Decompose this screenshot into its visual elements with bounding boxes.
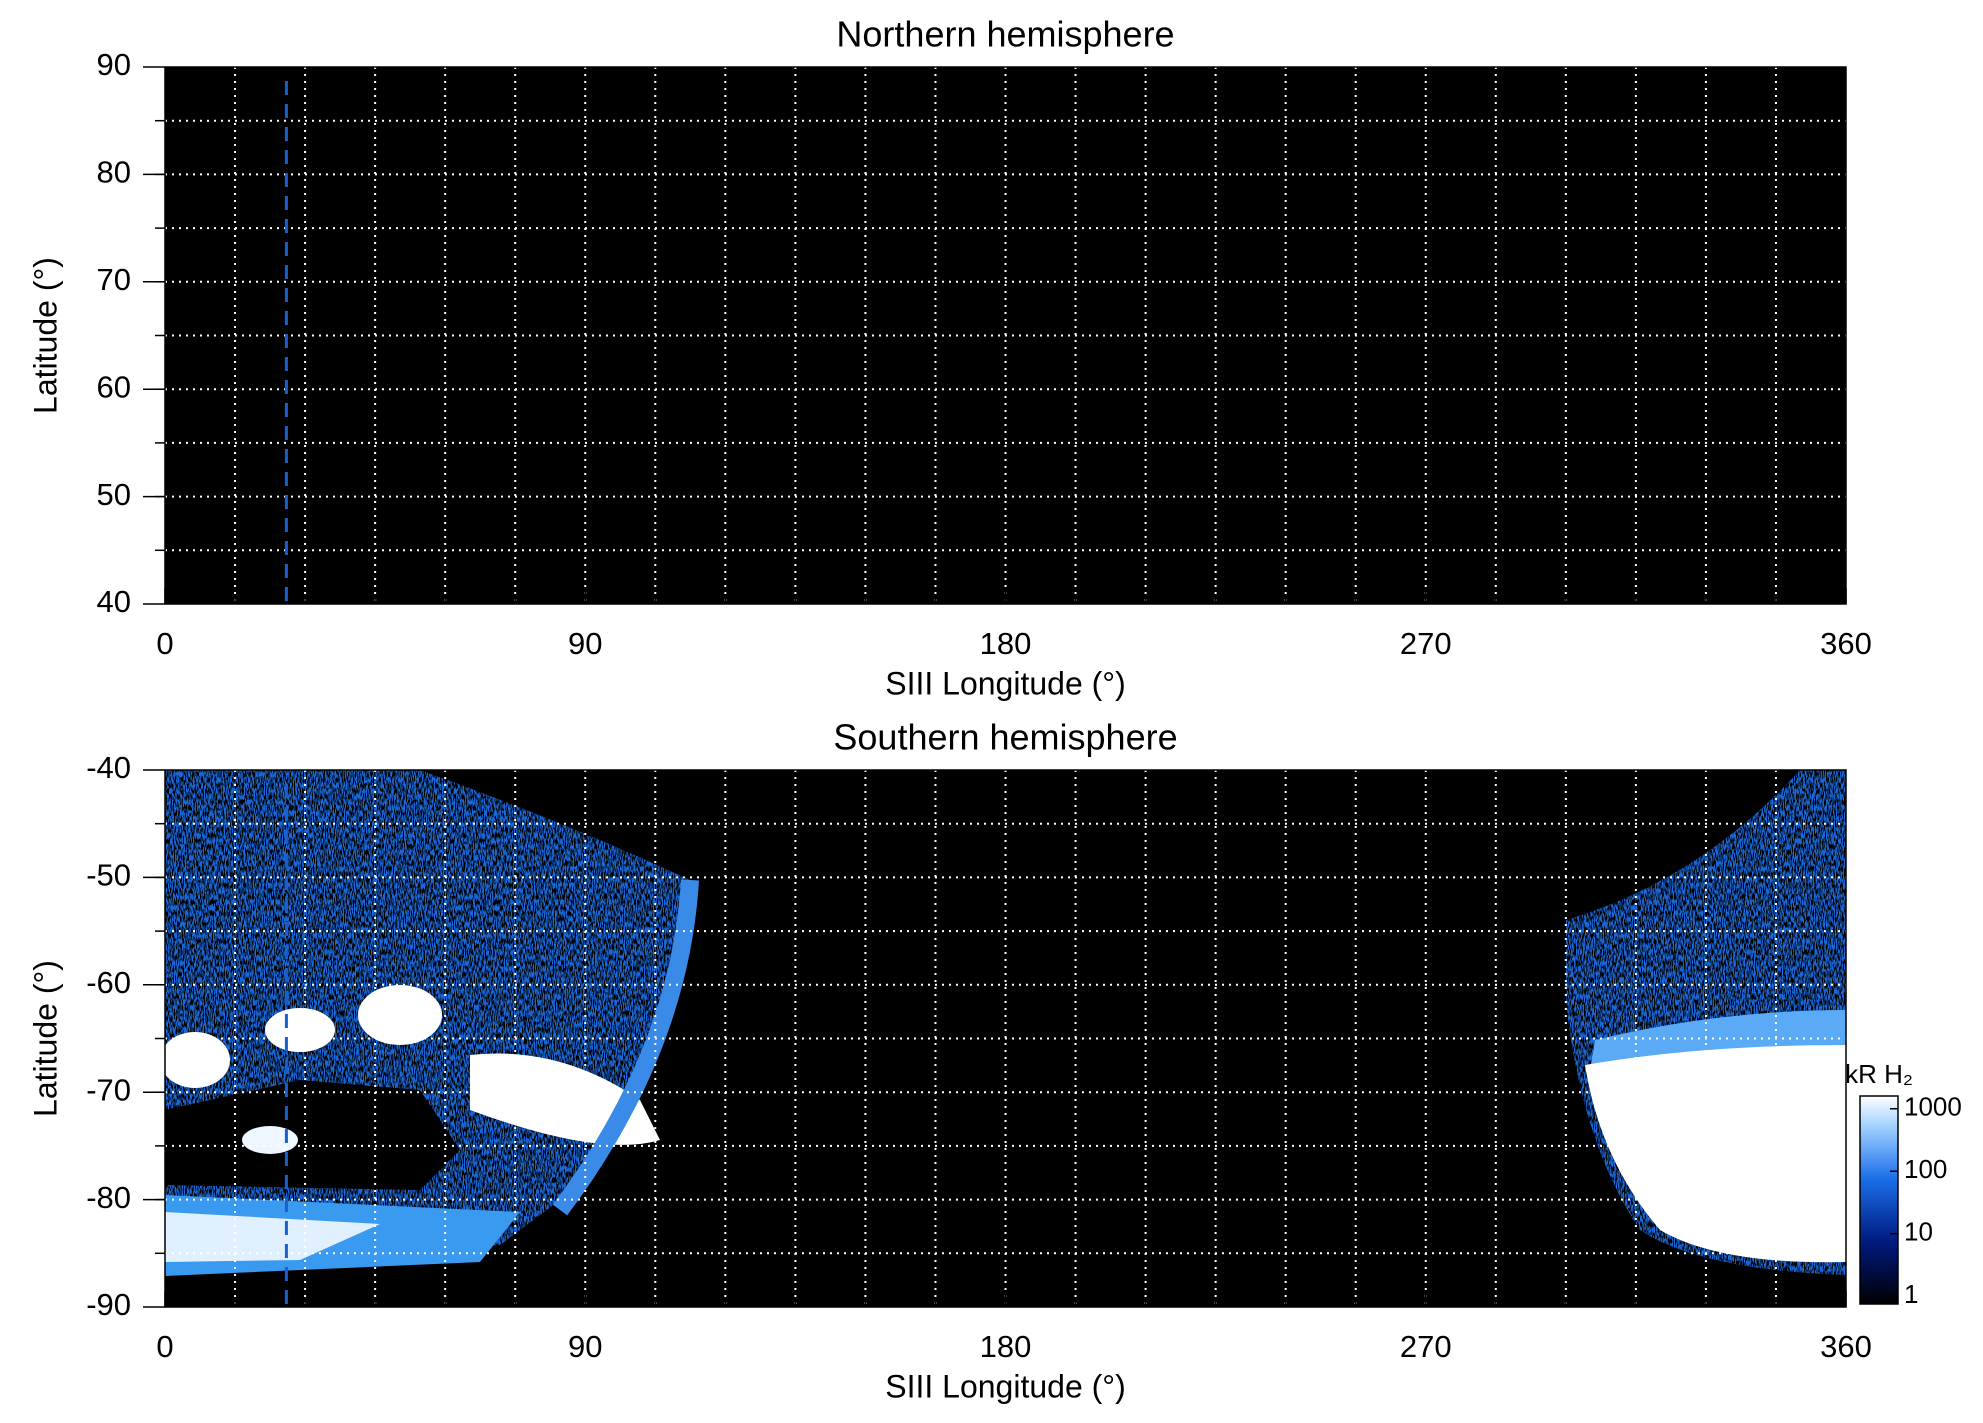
x-tick-label: 90 [568,1329,602,1364]
y-tick-label: 70 [97,262,131,297]
x-tick-label: 0 [156,626,173,661]
y-tick-label: -80 [86,1180,131,1215]
y-tick-label: 40 [97,584,131,619]
colorbar-tick-label: 100 [1904,1154,1947,1184]
y-tick-label: 80 [97,155,131,190]
x-axis-label: SIII Longitude (°) [885,665,1125,701]
y-tick-label: 90 [97,47,131,82]
panel: 0 90 180 270 360 -90 -80 -70 -60 -50 -40 Southern h… [27,717,1961,1405]
x-tick-label: 360 [1820,1329,1872,1364]
x-tick-label: 180 [980,1329,1032,1364]
colorbar-tick-label: 1000 [1904,1092,1962,1122]
y-tick-label: -50 [86,858,131,893]
panel: 0 90 180 270 360 40 50 60 70 80 90 Northern hemisph… [27,14,1871,702]
y-tick-label: -90 [86,1287,131,1322]
x-axis-label: SIII Longitude (°) [885,1368,1125,1404]
colorbar-tick-label: 10 [1904,1217,1933,1247]
y-axis-label: Latitude (°) [27,960,63,1117]
colorbar-label: kR H₂ [1845,1059,1913,1089]
x-tick-label: 360 [1820,626,1872,661]
y-tick-label: -40 [86,750,131,785]
y-tick-label: 60 [97,369,131,404]
colorbar-tick-label: 1 [1904,1279,1918,1309]
y-axis-label: Latitude (°) [27,257,63,414]
x-tick-label: 0 [156,1329,173,1364]
y-tick-label: 50 [97,477,131,512]
chart-title: Northern hemisphere [836,14,1174,55]
colorbar [1859,1095,1899,1305]
y-tick-label: -70 [86,1072,131,1107]
x-tick-label: 90 [568,626,602,661]
x-tick-label: 270 [1400,626,1452,661]
x-tick-label: 270 [1400,1329,1452,1364]
y-tick-label: -60 [86,965,131,1000]
x-tick-label: 180 [980,626,1032,661]
chart-title: Southern hemisphere [833,717,1177,758]
